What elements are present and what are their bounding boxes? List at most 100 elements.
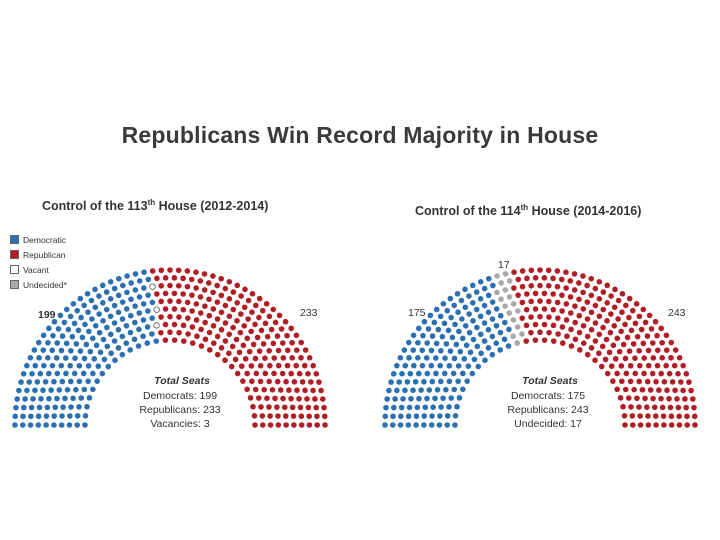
seat-republican bbox=[288, 395, 294, 402]
seat-republican bbox=[194, 333, 200, 340]
seat-republican bbox=[564, 333, 570, 340]
seat-democratic bbox=[71, 370, 78, 377]
seat-republican bbox=[282, 318, 289, 325]
seat-republican bbox=[541, 275, 548, 281]
seat-democratic bbox=[57, 312, 64, 319]
seat-undecided bbox=[502, 271, 509, 277]
seat-democratic bbox=[32, 387, 38, 394]
seat-republican bbox=[572, 319, 578, 326]
seat-republican bbox=[641, 355, 648, 361]
seat-republican bbox=[316, 379, 322, 385]
seat-democratic bbox=[94, 378, 100, 384]
seat-republican bbox=[234, 317, 240, 324]
seat-republican bbox=[306, 413, 312, 420]
seat-republican bbox=[247, 395, 254, 401]
seat-democratic bbox=[68, 347, 74, 354]
republican-swatch-icon bbox=[10, 250, 19, 259]
seat-democratic bbox=[448, 395, 455, 401]
seat-democratic bbox=[89, 335, 96, 342]
seat-democratic bbox=[406, 404, 413, 411]
seat-democratic bbox=[149, 331, 155, 337]
seat-democratic bbox=[402, 387, 408, 394]
seat-republican bbox=[259, 422, 266, 428]
seat-undecided bbox=[514, 324, 521, 330]
seat-democratic bbox=[426, 387, 433, 393]
seat-republican bbox=[658, 395, 664, 402]
seat-republican bbox=[684, 413, 690, 420]
seat-republican bbox=[176, 329, 182, 336]
seat-democratic bbox=[460, 370, 466, 377]
seat-republican bbox=[244, 370, 250, 377]
seat-democratic bbox=[21, 404, 27, 411]
seat-democratic bbox=[112, 357, 118, 364]
seat-republican bbox=[218, 345, 225, 351]
seat-republican bbox=[222, 320, 229, 326]
seat-republican bbox=[592, 338, 599, 344]
seat-republican bbox=[563, 301, 570, 307]
seat-republican bbox=[546, 298, 552, 305]
seat-republican bbox=[555, 331, 561, 337]
seat-republican bbox=[226, 296, 233, 302]
seat-democratic bbox=[455, 309, 461, 315]
seat-republican bbox=[541, 321, 548, 328]
seat-republican bbox=[291, 379, 298, 385]
seat-democratic bbox=[427, 312, 434, 319]
seat-republican bbox=[559, 292, 565, 298]
seat-undecided bbox=[506, 294, 513, 300]
seat-democratic bbox=[404, 379, 411, 385]
seat-republican bbox=[642, 319, 649, 326]
top-count-114th: 17 bbox=[498, 259, 510, 271]
seat-democratic bbox=[52, 404, 59, 411]
seat-republican bbox=[611, 304, 618, 311]
seat-democratic bbox=[467, 349, 474, 356]
seat-democratic bbox=[27, 354, 34, 361]
seat-democratic bbox=[413, 413, 420, 419]
seat-democratic bbox=[20, 371, 27, 377]
seat-democratic bbox=[82, 422, 88, 428]
seat-democratic bbox=[469, 282, 476, 289]
seat-republican bbox=[176, 298, 182, 305]
seat-republican bbox=[234, 370, 241, 377]
seat-democratic bbox=[43, 413, 50, 419]
seat-republican bbox=[218, 309, 225, 316]
seat-republican bbox=[193, 269, 199, 275]
seat-democratic bbox=[447, 295, 454, 302]
seat-republican bbox=[222, 338, 229, 344]
seat-democratic bbox=[66, 422, 73, 428]
seat-republican bbox=[654, 362, 661, 369]
seat-democratic bbox=[452, 413, 459, 419]
seat-republican bbox=[278, 326, 285, 332]
seat-republican bbox=[264, 333, 271, 340]
seat-republican bbox=[306, 354, 313, 361]
seat-democratic bbox=[441, 370, 448, 377]
seat-republican bbox=[592, 285, 599, 292]
seat-republican bbox=[267, 362, 273, 369]
seat-republican bbox=[193, 301, 200, 307]
seat-republican bbox=[620, 341, 627, 348]
legend-item-undecided: Undecided* bbox=[10, 277, 67, 292]
seat-republican bbox=[641, 370, 647, 377]
seat-republican bbox=[218, 292, 225, 299]
seat-republican bbox=[184, 283, 191, 290]
seat-democratic bbox=[67, 313, 74, 320]
seat-democratic bbox=[62, 395, 68, 402]
seat-democratic bbox=[85, 378, 91, 385]
seat-democratic bbox=[451, 302, 457, 309]
seat-republican bbox=[197, 310, 204, 316]
seat-democratic bbox=[26, 379, 32, 385]
seat-republican bbox=[676, 413, 682, 420]
seat-democratic bbox=[394, 387, 400, 394]
seat-republican bbox=[230, 306, 237, 313]
seat-republican bbox=[640, 306, 647, 313]
seat-republican bbox=[624, 334, 631, 341]
seat-republican bbox=[206, 329, 213, 336]
seat-democratic bbox=[452, 422, 458, 428]
seat-republican bbox=[289, 339, 295, 346]
seat-republican bbox=[201, 271, 208, 277]
seat-republican bbox=[532, 275, 539, 281]
seat-democratic bbox=[96, 311, 102, 317]
seat-democratic bbox=[45, 370, 52, 377]
seat-democratic bbox=[22, 396, 28, 402]
seat-republican bbox=[614, 335, 621, 342]
seat-republican bbox=[608, 311, 614, 317]
